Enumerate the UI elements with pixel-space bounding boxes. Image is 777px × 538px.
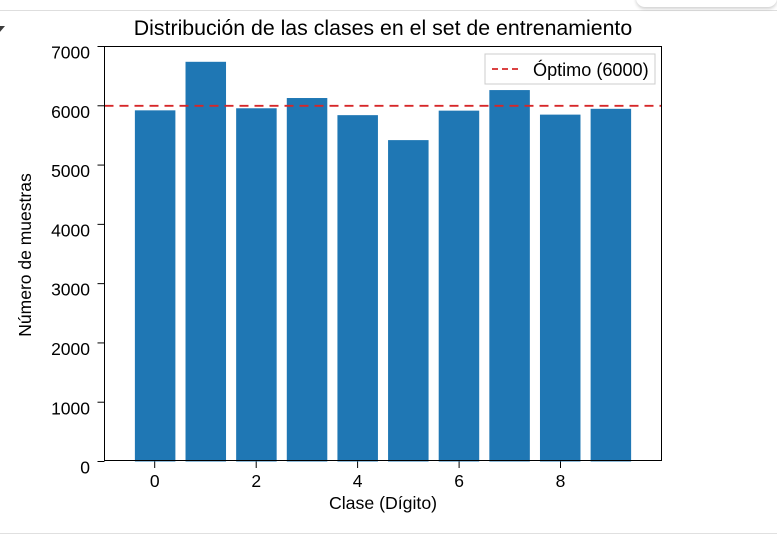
- svg-text:Número de muestras: Número de muestras: [15, 173, 35, 337]
- svg-text:0: 0: [80, 458, 90, 478]
- svg-text:2: 2: [251, 471, 261, 491]
- svg-text:6: 6: [454, 471, 464, 491]
- svg-text:3000: 3000: [51, 280, 90, 300]
- svg-text:6000: 6000: [51, 102, 90, 122]
- svg-text:0: 0: [150, 471, 160, 491]
- svg-text:4000: 4000: [51, 220, 90, 240]
- svg-text:Distribución de las clases en: Distribución de las clases en el set de …: [134, 16, 632, 40]
- svg-text:Clase (Dígito): Clase (Dígito): [329, 493, 437, 513]
- svg-text:7000: 7000: [51, 43, 90, 63]
- svg-text:Óptimo (6000): Óptimo (6000): [533, 59, 649, 80]
- svg-text:5000: 5000: [51, 161, 90, 181]
- svg-text:8: 8: [556, 471, 566, 491]
- svg-text:2000: 2000: [51, 339, 90, 359]
- svg-text:1000: 1000: [51, 398, 90, 418]
- svg-text:4: 4: [353, 471, 363, 491]
